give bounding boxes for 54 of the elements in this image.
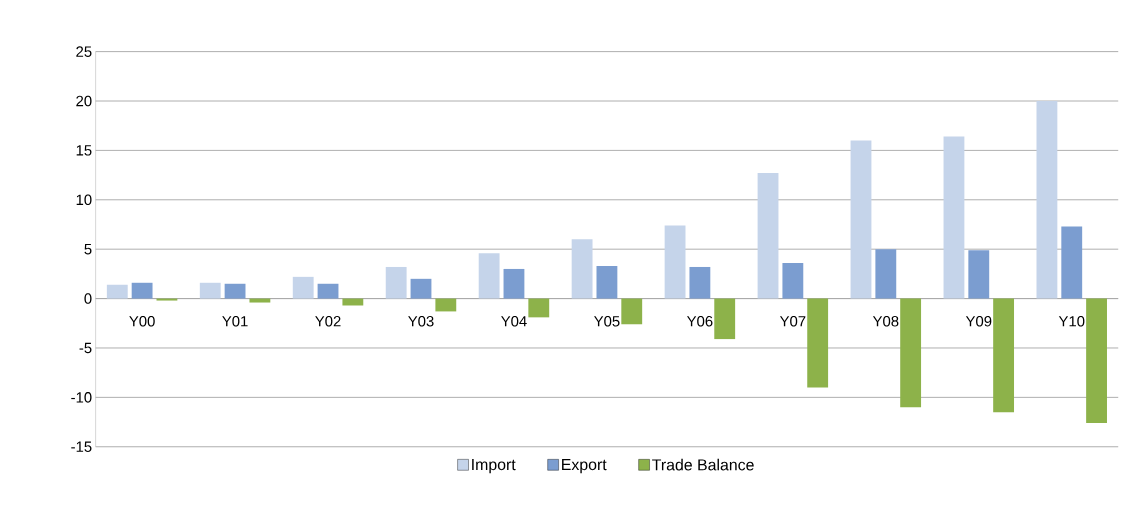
bar bbox=[757, 172, 779, 299]
x-tick-label: Y10 bbox=[1058, 315, 1085, 327]
legend-label: Import bbox=[472, 458, 516, 474]
bar bbox=[199, 282, 221, 299]
x-tick-label: Y02 bbox=[315, 315, 341, 327]
bar bbox=[385, 266, 407, 299]
legend-label: Export bbox=[562, 458, 607, 474]
bar bbox=[131, 282, 153, 299]
y-tick-label: 0 bbox=[84, 293, 92, 304]
y-tick-label: -5 bbox=[79, 342, 92, 354]
bar bbox=[807, 298, 829, 388]
bar bbox=[224, 283, 246, 299]
bar bbox=[528, 298, 550, 318]
bar bbox=[850, 140, 872, 299]
bar bbox=[943, 136, 965, 299]
bar bbox=[317, 283, 339, 299]
bar bbox=[1061, 226, 1083, 299]
y-tick-label: 25 bbox=[76, 46, 92, 57]
bar bbox=[435, 298, 457, 312]
bar bbox=[900, 298, 922, 408]
x-tick-label: Y08 bbox=[872, 315, 899, 327]
x-tick-label: Y04 bbox=[501, 315, 527, 327]
y-tick-label: 20 bbox=[76, 95, 92, 107]
bar bbox=[106, 284, 128, 299]
bar bbox=[1036, 100, 1058, 299]
bar bbox=[875, 249, 897, 299]
bar bbox=[596, 265, 618, 299]
bar bbox=[968, 250, 990, 299]
x-tick-label: Y09 bbox=[965, 315, 992, 327]
x-tick-label: Y01 bbox=[222, 315, 248, 327]
x-tick-label: Y03 bbox=[408, 315, 434, 327]
x-tick-label: Y05 bbox=[594, 315, 620, 327]
bar bbox=[993, 298, 1015, 413]
bar bbox=[410, 278, 432, 299]
bar bbox=[292, 276, 314, 299]
bar bbox=[714, 298, 736, 339]
y-tick-label: 10 bbox=[76, 194, 92, 205]
bar bbox=[249, 298, 271, 303]
y-tick-label: -15 bbox=[71, 441, 92, 452]
bar bbox=[689, 266, 711, 299]
legend-label: Trade Balance bbox=[652, 458, 754, 471]
x-tick-label: Y00 bbox=[129, 315, 155, 327]
x-tick-label: Y06 bbox=[686, 315, 713, 327]
y-tick-label: -10 bbox=[71, 391, 92, 403]
bar bbox=[571, 239, 593, 299]
bar bbox=[782, 262, 804, 299]
x-tick-label: Y07 bbox=[779, 315, 806, 327]
y-tick-label: 5 bbox=[84, 243, 92, 255]
bar bbox=[621, 298, 643, 325]
bar bbox=[503, 268, 525, 299]
bar bbox=[664, 225, 686, 299]
bar bbox=[1086, 298, 1107, 423]
bar bbox=[478, 252, 500, 299]
y-tick-label: 15 bbox=[76, 145, 92, 156]
